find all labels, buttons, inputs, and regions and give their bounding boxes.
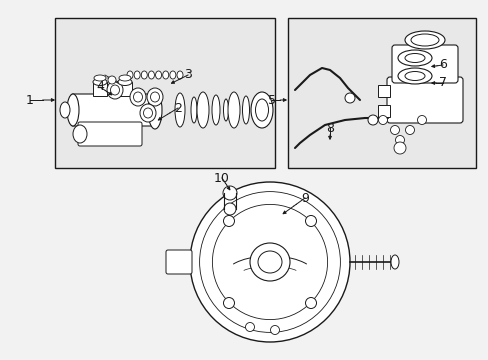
- Ellipse shape: [395, 135, 404, 144]
- Ellipse shape: [133, 92, 142, 102]
- Ellipse shape: [94, 75, 106, 81]
- Bar: [287, 18, 475, 168]
- Ellipse shape: [110, 85, 119, 95]
- Ellipse shape: [150, 92, 159, 102]
- Ellipse shape: [177, 71, 183, 79]
- Ellipse shape: [397, 50, 431, 66]
- Bar: [377, 85, 389, 97]
- Ellipse shape: [393, 142, 405, 154]
- Ellipse shape: [197, 92, 208, 128]
- Ellipse shape: [175, 93, 184, 127]
- Ellipse shape: [390, 126, 399, 135]
- Ellipse shape: [270, 325, 279, 334]
- Text: 9: 9: [301, 192, 308, 204]
- Ellipse shape: [148, 91, 162, 129]
- Bar: [118, 82, 132, 96]
- Ellipse shape: [134, 71, 140, 79]
- FancyBboxPatch shape: [78, 122, 142, 146]
- Bar: [55, 18, 274, 168]
- Ellipse shape: [118, 78, 132, 85]
- Text: 6: 6: [438, 58, 446, 72]
- Ellipse shape: [60, 102, 70, 118]
- Ellipse shape: [250, 92, 272, 128]
- Ellipse shape: [367, 115, 377, 125]
- Ellipse shape: [163, 71, 168, 79]
- FancyBboxPatch shape: [165, 250, 192, 274]
- Ellipse shape: [417, 116, 426, 125]
- Ellipse shape: [119, 75, 131, 81]
- Ellipse shape: [191, 97, 197, 123]
- Ellipse shape: [223, 186, 237, 200]
- Ellipse shape: [390, 255, 398, 269]
- Ellipse shape: [212, 95, 220, 125]
- Ellipse shape: [224, 203, 236, 215]
- Ellipse shape: [223, 99, 228, 121]
- Ellipse shape: [147, 88, 163, 106]
- Ellipse shape: [223, 216, 234, 226]
- Text: 7: 7: [438, 77, 446, 90]
- Ellipse shape: [107, 81, 123, 99]
- Ellipse shape: [140, 104, 156, 122]
- Bar: [93, 82, 107, 96]
- Ellipse shape: [404, 54, 424, 63]
- Ellipse shape: [305, 216, 316, 226]
- Circle shape: [190, 182, 349, 342]
- FancyBboxPatch shape: [71, 94, 157, 126]
- Ellipse shape: [378, 116, 386, 125]
- Ellipse shape: [223, 297, 234, 309]
- Ellipse shape: [258, 251, 282, 273]
- Ellipse shape: [345, 93, 354, 103]
- Ellipse shape: [155, 71, 161, 79]
- Ellipse shape: [141, 71, 147, 79]
- Ellipse shape: [404, 72, 424, 81]
- Ellipse shape: [227, 92, 240, 128]
- Text: 5: 5: [267, 94, 275, 107]
- Ellipse shape: [405, 126, 414, 135]
- Ellipse shape: [245, 323, 254, 332]
- Bar: [377, 105, 389, 117]
- Ellipse shape: [148, 71, 154, 79]
- Ellipse shape: [67, 94, 79, 126]
- Ellipse shape: [397, 68, 431, 84]
- Text: 8: 8: [325, 122, 333, 135]
- Ellipse shape: [249, 243, 289, 281]
- Ellipse shape: [305, 297, 316, 309]
- Text: 1: 1: [26, 94, 34, 107]
- Ellipse shape: [255, 99, 268, 121]
- Text: 3: 3: [183, 68, 192, 81]
- Ellipse shape: [130, 88, 146, 106]
- Text: 4: 4: [96, 81, 104, 94]
- Text: 10: 10: [214, 171, 229, 184]
- Ellipse shape: [143, 108, 152, 118]
- Ellipse shape: [410, 34, 438, 46]
- FancyBboxPatch shape: [386, 77, 462, 123]
- Ellipse shape: [108, 76, 116, 84]
- Text: 2: 2: [174, 102, 182, 114]
- FancyBboxPatch shape: [391, 45, 457, 83]
- Ellipse shape: [73, 125, 87, 143]
- Ellipse shape: [93, 78, 107, 85]
- Ellipse shape: [242, 96, 249, 124]
- Ellipse shape: [127, 71, 133, 79]
- Ellipse shape: [404, 31, 444, 49]
- Ellipse shape: [169, 71, 176, 79]
